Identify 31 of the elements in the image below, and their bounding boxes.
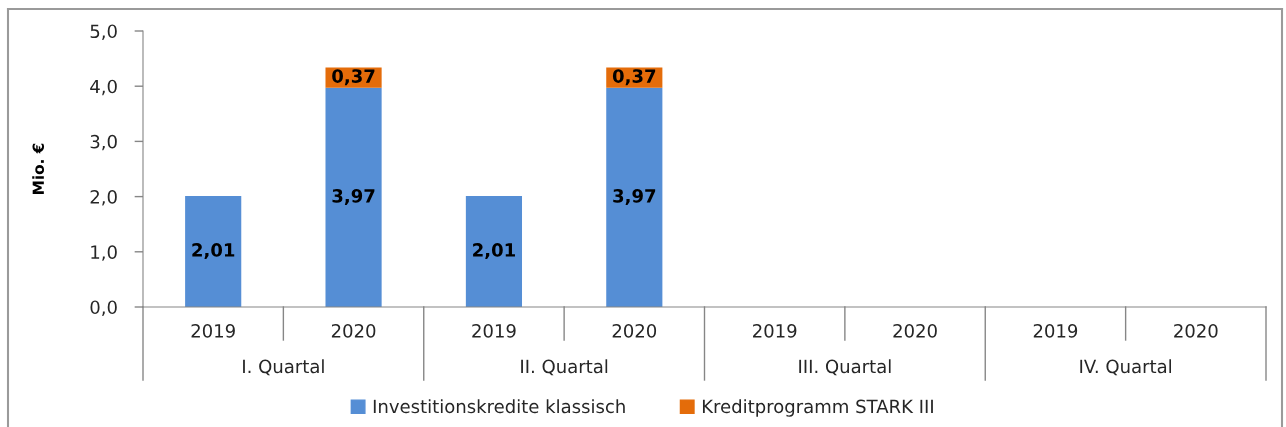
legend-label: Kreditprogramm STARK III	[702, 399, 933, 417]
x-tick-label: 2020	[331, 323, 376, 338]
y-tick-label: 5,0	[90, 24, 117, 40]
data-label: 3,97	[332, 189, 375, 205]
text: IV. Quartal	[1080, 359, 1171, 376]
text: I. Quartal	[243, 359, 324, 376]
bar	[606, 87, 663, 307]
x-tick-label: 2019	[1033, 323, 1078, 338]
x-tick-label: 2019	[753, 323, 797, 338]
x-tick-label: 2020	[612, 323, 657, 338]
y-axis-title: Mio. €	[32, 143, 45, 194]
y-tick-label: 4,0	[90, 79, 117, 96]
text: III. Quartal	[799, 359, 891, 376]
x-tick-label: 2019	[191, 323, 235, 338]
data-label: 2,01	[192, 243, 235, 260]
data-label: 3,97	[613, 189, 656, 205]
x-tick-label: 2020	[893, 323, 937, 338]
text: II. Quartal	[521, 359, 608, 376]
y-tick-label: 1,0	[91, 245, 117, 261]
legend-label: Investitionskredite klassisch	[373, 399, 625, 414]
x-tick-label: 2020	[1174, 323, 1218, 338]
y-tick-label: 0,0	[90, 300, 117, 316]
data-label: 0,37	[332, 69, 375, 86]
data-label: 0,37	[612, 69, 656, 86]
x-tick-label: 2019	[472, 323, 516, 338]
y-tick-label: 3,0	[90, 134, 117, 151]
bar	[185, 196, 242, 307]
y-tick-label: 2,0	[90, 190, 117, 206]
bar	[465, 196, 523, 307]
bar	[325, 87, 382, 307]
data-label: 2,01	[473, 243, 515, 260]
